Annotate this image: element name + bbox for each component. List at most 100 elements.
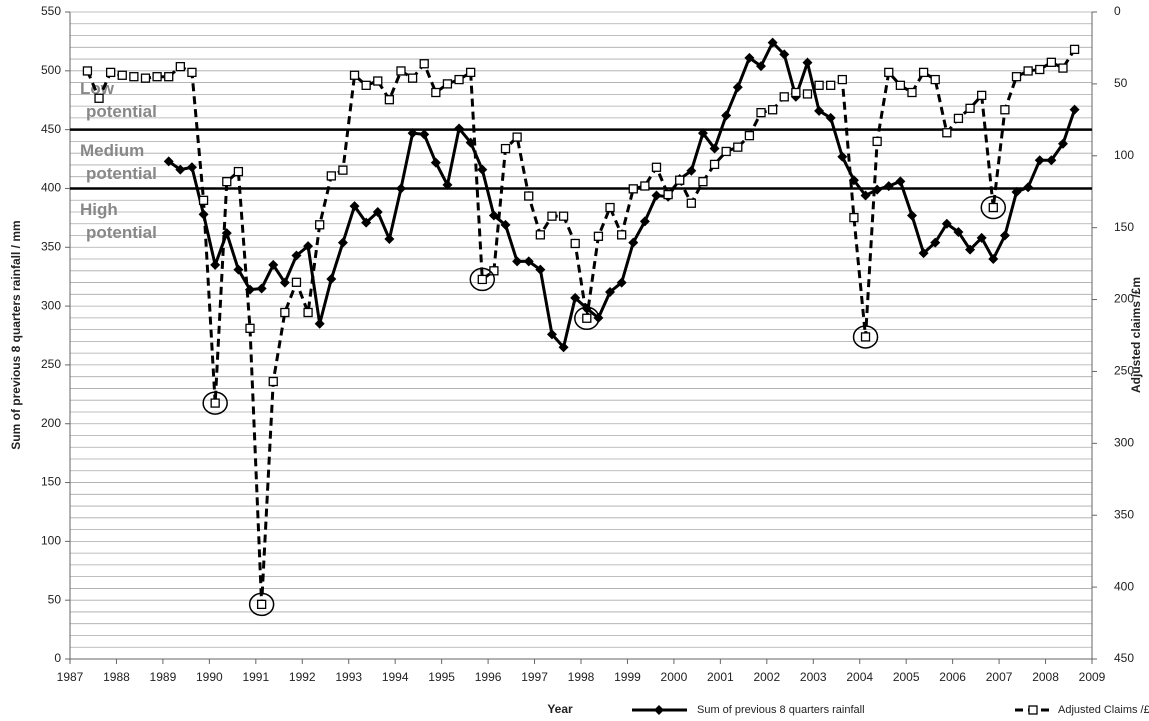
marker-diamond (488, 210, 499, 221)
marker-diamond (767, 37, 778, 48)
zone-label: potential (86, 164, 157, 183)
marker-square (651, 162, 662, 172)
marker-diamond (407, 128, 418, 139)
y2-tick-label: 0 (1114, 4, 1121, 18)
marker-square (849, 212, 859, 223)
marker-square (1069, 44, 1080, 55)
y-tick-label: 500 (41, 63, 61, 77)
marker-diamond (1023, 182, 1034, 193)
marker-square (1011, 72, 1022, 82)
marker-square (233, 166, 244, 177)
marker-square (570, 238, 580, 249)
marker-diamond (314, 318, 325, 329)
marker-square (593, 231, 604, 241)
marker-diamond (883, 181, 894, 192)
marker-diamond (918, 248, 929, 259)
marker-diamond (442, 179, 453, 190)
x-tick-label: 2007 (986, 670, 1013, 684)
marker-diamond (372, 206, 383, 217)
marker-diamond (349, 201, 360, 212)
legend-label: Sum of previous 8 quarters rainfall (697, 704, 865, 716)
y-tick-label: 550 (41, 4, 61, 18)
marker-square (977, 90, 987, 101)
marker-diamond (756, 61, 767, 72)
marker-diamond (303, 241, 314, 252)
marker-square (500, 143, 511, 154)
marker-square (860, 332, 871, 342)
marker-square (733, 142, 743, 152)
marker-square (349, 70, 360, 80)
marker-diamond (779, 49, 790, 60)
marker-square (756, 107, 766, 118)
marker-square (1028, 705, 1038, 715)
marker-square (1023, 66, 1033, 76)
x-tick-label: 2001 (707, 670, 734, 684)
marker-square (826, 80, 836, 90)
marker-square (1046, 57, 1057, 67)
marker-square (605, 202, 615, 213)
marker-diamond (709, 143, 720, 154)
y2-tick-label: 350 (1114, 507, 1134, 521)
marker-diamond (744, 52, 755, 63)
marker-square (791, 87, 801, 98)
zone-label: potential (86, 223, 157, 242)
marker-diamond (802, 57, 813, 68)
marker-square (675, 175, 685, 185)
marker-square (837, 74, 847, 85)
zone-label: potential (86, 102, 157, 121)
marker-diamond (953, 226, 964, 237)
marker-diamond (1057, 138, 1068, 149)
marker-square (616, 230, 627, 240)
x-tick-label: 1991 (242, 670, 269, 684)
x-tick-label: 2009 (1079, 670, 1106, 684)
y2-axis-title: Adjusted claims /£m (1129, 277, 1143, 393)
y-tick-label: 400 (41, 181, 61, 195)
marker-diamond (1069, 104, 1080, 115)
x-tick-label: 1996 (475, 670, 502, 684)
y-tick-label: 250 (41, 357, 61, 371)
marker-diamond (523, 256, 534, 267)
zone-label: High (80, 200, 118, 219)
marker-square (582, 313, 592, 323)
y2-tick-label: 250 (1114, 364, 1134, 378)
marker-diamond (570, 292, 581, 303)
marker-square (512, 132, 522, 142)
marker-diamond (395, 183, 406, 194)
marker-diamond (895, 176, 906, 187)
marker-square (1058, 63, 1068, 73)
marker-square (779, 92, 789, 102)
marker-square (384, 95, 395, 105)
marker-diamond (651, 190, 662, 201)
series-line (167, 40, 1077, 351)
marker-diamond (639, 216, 650, 227)
marker-square (640, 181, 650, 191)
x-tick-label: 1992 (289, 670, 316, 684)
y-tick-label: 450 (41, 122, 61, 136)
marker-diamond (860, 190, 871, 201)
marker-square (268, 376, 278, 387)
marker-square (396, 66, 406, 76)
marker-square (953, 113, 964, 124)
marker-diamond (930, 237, 941, 248)
marker-square (686, 198, 696, 208)
marker-square (280, 307, 290, 318)
marker-square (942, 128, 952, 138)
marker-square (524, 191, 534, 201)
y-axis-title: Sum of previous 8 quarters rainfall / mm (9, 220, 23, 449)
marker-diamond (999, 230, 1010, 241)
marker-square (361, 80, 371, 90)
marker-diamond (210, 259, 221, 270)
x-tick-label: 2004 (846, 670, 873, 684)
marker-diamond (941, 218, 952, 229)
marker-diamond (326, 274, 337, 285)
marker-square (407, 73, 418, 83)
marker-diamond (384, 234, 395, 245)
marker-square (895, 80, 906, 90)
x-tick-label: 1994 (382, 670, 409, 684)
marker-diamond (419, 129, 430, 140)
marker-square (489, 266, 499, 276)
marker-diamond (732, 82, 743, 93)
y2-tick-label: 450 (1114, 651, 1134, 665)
marker-square (558, 211, 569, 221)
marker-square (303, 307, 313, 318)
